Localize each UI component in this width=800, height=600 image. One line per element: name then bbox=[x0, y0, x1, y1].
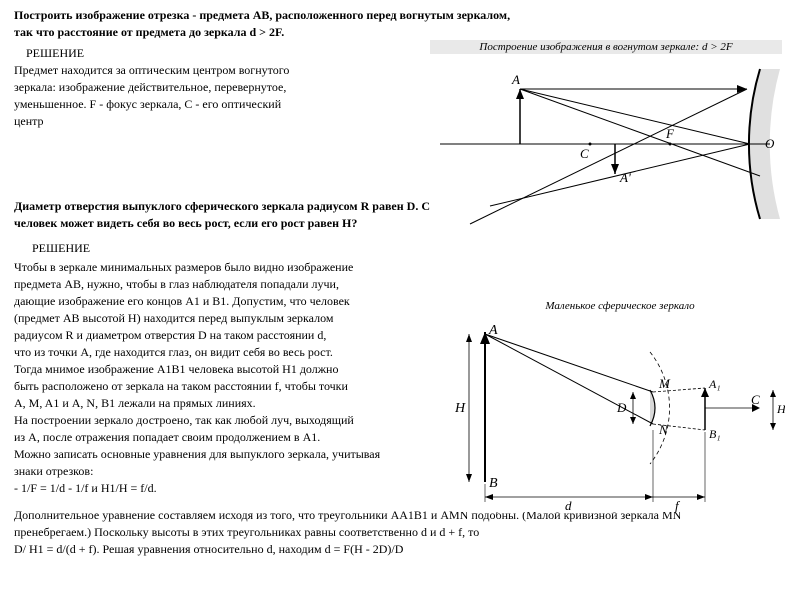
fig1-label-F: F bbox=[665, 126, 675, 141]
figure1-container: Построение изображения в вогнутом зеркал… bbox=[430, 40, 782, 238]
p1-body-line: Предмет находится за оптическим центром … bbox=[14, 63, 334, 78]
p1-body-line: зеркала: изображение действительное, пер… bbox=[14, 80, 334, 95]
p2-eq-line: - 1/F = 1/d - 1/f и H1/H = f/d. bbox=[14, 481, 444, 496]
p1-title-line1: Построить изображение отрезка - предмета… bbox=[14, 8, 514, 23]
p2-body-line: знаки отрезков: bbox=[14, 464, 444, 479]
p2-solution-label: РЕШЕНИЕ bbox=[32, 241, 774, 256]
svg-text:B₁: B₁ bbox=[709, 427, 721, 441]
fig1-label-A1: A' bbox=[619, 170, 631, 185]
svg-text:B: B bbox=[489, 476, 498, 491]
p2-footer-line: D/ H1 = d/(d + f). Решая уравнения относ… bbox=[14, 542, 774, 557]
fig1-label-O: O bbox=[765, 136, 775, 151]
svg-text:H: H bbox=[455, 401, 466, 416]
p1-body: Предмет находится за оптическим центром … bbox=[14, 63, 334, 129]
svg-text:N: N bbox=[658, 422, 669, 437]
svg-text:D: D bbox=[616, 400, 627, 415]
p2-footer-line: пренебрегаем.) Поскольку высоты в этих т… bbox=[14, 525, 774, 540]
p2-body-line: предмета AB, нужно, чтобы в глаз наблюда… bbox=[14, 277, 444, 292]
p1-body-line: центр bbox=[14, 114, 334, 129]
svg-text:M: M bbox=[658, 376, 671, 391]
svg-text:H₁: H₁ bbox=[776, 402, 785, 416]
svg-text:d: d bbox=[565, 498, 572, 512]
svg-text:A₁: A₁ bbox=[708, 377, 721, 391]
p2-body-line: Можно записать основные уравнения для вы… bbox=[14, 447, 444, 462]
p1-body-line: уменьшенное. F - фокус зеркала, C - его … bbox=[14, 97, 334, 112]
problem1-title: Построить изображение отрезка - предмета… bbox=[14, 8, 514, 40]
svg-text:A: A bbox=[488, 323, 498, 338]
figure2-container: Маленькое сферическое зеркало bbox=[455, 300, 785, 516]
p2-body: Чтобы в зеркале минимальных размеров был… bbox=[14, 260, 444, 496]
p2-body-line: радиусом R и диаметром отверстия D на та… bbox=[14, 328, 444, 343]
fig1-label-C: C bbox=[580, 146, 589, 161]
p2-body-line: Тогда мнимое изображение A1B1 человека в… bbox=[14, 362, 444, 377]
p2-body-line: дающие изображение его концов A1 и B1. Д… bbox=[14, 294, 444, 309]
figure2-svg: A B H D M N A₁ B₁ C H₁ d f bbox=[455, 312, 785, 512]
svg-text:C: C bbox=[751, 392, 760, 407]
p2-body-line: A, M, A1 и A, N, B1 лежали на прямых лин… bbox=[14, 396, 444, 411]
p2-body-line: (предмет AB высотой H) находится перед в… bbox=[14, 311, 444, 326]
p2-body-line: быть расположено от зеркала на таком рас… bbox=[14, 379, 444, 394]
figure1-caption: Построение изображения в вогнутом зеркал… bbox=[430, 40, 782, 54]
figure1-svg: A F C O A' bbox=[430, 54, 782, 234]
page: Построить изображение отрезка - предмета… bbox=[0, 0, 800, 600]
p2-body-line: На построении зеркало достроено, так как… bbox=[14, 413, 444, 428]
p1-title-line2: так что расстояние от предмета до зеркал… bbox=[14, 25, 514, 40]
p2-body-line: что из точки A, где находится глаз, он в… bbox=[14, 345, 444, 360]
fig1-label-A: A bbox=[511, 72, 520, 87]
p2-body-line: Чтобы в зеркале минимальных размеров был… bbox=[14, 260, 444, 275]
figure2-caption: Маленькое сферическое зеркало bbox=[455, 300, 785, 312]
p2-body-line: из A, после отражения попадает своим про… bbox=[14, 430, 444, 445]
